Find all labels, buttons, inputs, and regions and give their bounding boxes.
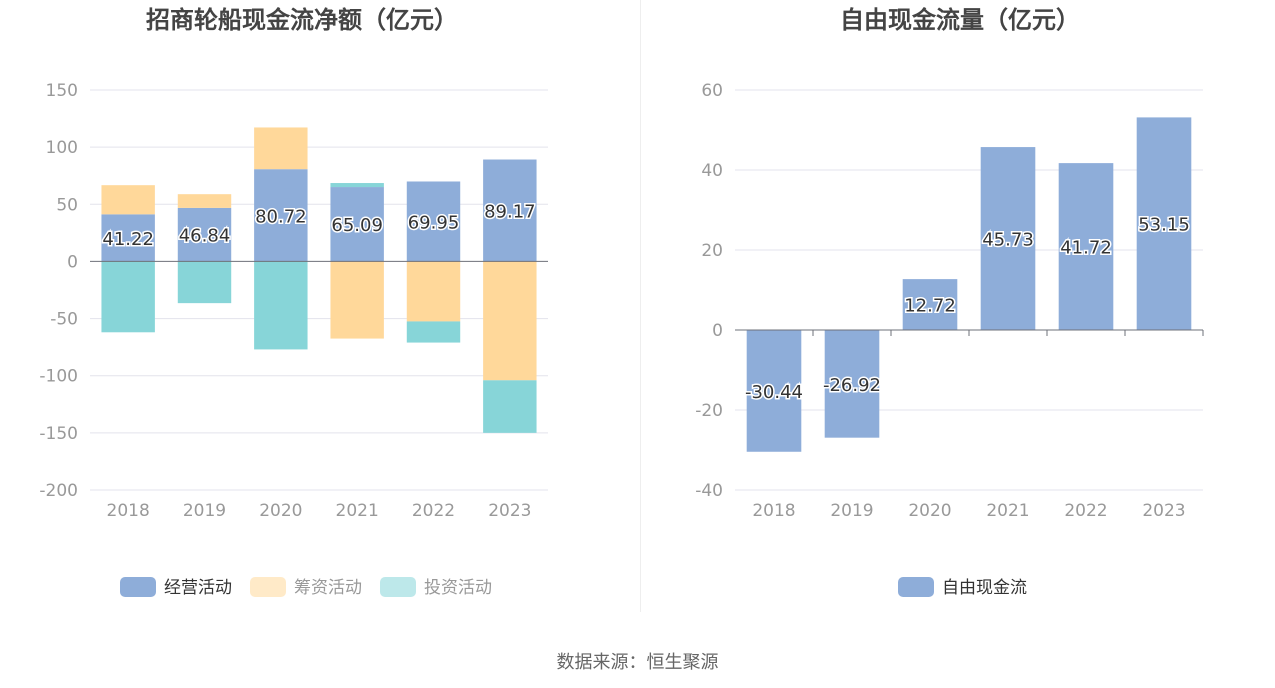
bar-series-2: [254, 261, 308, 350]
panel-divider: [640, 0, 641, 612]
x-tick-label: 2019: [830, 501, 873, 521]
y-tick-label: -50: [50, 310, 78, 330]
data-source-note: 数据来源：恒生聚源: [556, 652, 719, 673]
y-tick-label: 20: [701, 241, 723, 261]
legend-label: 投资活动: [424, 578, 492, 598]
x-tick-label: 2023: [1142, 501, 1185, 521]
bar-series-2: [330, 183, 384, 188]
x-tick-label: 2021: [336, 501, 379, 521]
bar-primary: [101, 214, 155, 262]
cash-flow-net-chart: 招商轮船现金流净额（亿元） 150 100 50 0 -50 -100 -150 -200 41.…: [39, 6, 548, 598]
bar-series-1: [254, 127, 308, 170]
x-tick-label: 2021: [986, 501, 1029, 521]
bar-primary: [254, 169, 308, 262]
data-label: -26.92: [823, 375, 881, 396]
y-tick-label: 0: [67, 252, 78, 272]
y-tick-label: -20: [695, 401, 723, 421]
free-cash-flow-chart: 自由现金流量（亿元） 60 40 20 0 -20 -40 -30.44 -26.92 12.72…: [695, 6, 1204, 598]
y-tick-label: -100: [39, 367, 78, 387]
data-label: 41.22: [102, 229, 154, 250]
legend-label: 自由现金流: [942, 578, 1027, 598]
y-tick-label: 0: [712, 321, 723, 341]
data-label: -30.44: [745, 382, 803, 403]
data-label: 69.95: [408, 212, 460, 233]
y-tick-label: 40: [701, 161, 723, 181]
data-label: 45.73: [982, 230, 1034, 251]
y-tick-label: -150: [39, 424, 78, 444]
legend-swatch: [120, 577, 156, 597]
legend-swatch: [380, 577, 416, 597]
x-tick-label: 2019: [183, 501, 226, 521]
bar-series-2: [406, 321, 461, 343]
bar-primary: [824, 330, 880, 438]
x-tick-label: 2020: [259, 501, 302, 521]
legend-label: 筹资活动: [294, 578, 362, 598]
x-tick-label: 2018: [752, 501, 795, 521]
x-tick-label: 2018: [107, 501, 150, 521]
legend-label: 经营活动: [164, 578, 232, 598]
bar-series-1: [177, 194, 232, 208]
data-label: 80.72: [255, 206, 307, 227]
x-tick-label: 2020: [908, 501, 951, 521]
y-tick-label: 60: [701, 81, 723, 101]
legend-item[interactable]: 经营活动: [120, 577, 232, 598]
legend-swatch: [250, 577, 286, 597]
chart-title: 招商轮船现金流净额（亿元）: [146, 6, 458, 34]
legend-item[interactable]: 投资活动: [380, 577, 492, 598]
bar-series-1: [406, 261, 461, 322]
bar-primary: [1136, 117, 1192, 331]
y-tick-label: -40: [695, 481, 723, 501]
bar-series-1: [483, 261, 537, 381]
bar-primary: [483, 159, 537, 262]
chart-title: 自由现金流量（亿元）: [840, 6, 1080, 34]
legend-swatch: [898, 577, 934, 597]
bar-primary: [902, 279, 958, 330]
bar-primary: [1058, 163, 1114, 330]
data-label: 12.72: [904, 296, 956, 317]
bar-primary: [177, 207, 232, 262]
y-tick-label: 100: [46, 138, 78, 158]
bar-primary: [980, 147, 1036, 330]
bar-primary: [330, 187, 384, 262]
bar-series-1: [101, 185, 155, 215]
bar-primary: [406, 181, 461, 262]
data-label: 41.72: [1060, 238, 1112, 259]
bar-series-2: [101, 261, 155, 333]
x-tick-label: 2022: [412, 501, 455, 521]
legend-item[interactable]: 自由现金流: [898, 577, 1027, 598]
bar-series-1: [330, 261, 384, 339]
data-label: 65.09: [331, 215, 383, 236]
x-tick-label: 2022: [1064, 501, 1107, 521]
bar-primary: [746, 330, 802, 452]
data-label: 46.84: [179, 226, 231, 247]
bar-series-2: [177, 261, 232, 304]
data-label: 53.15: [1138, 215, 1190, 236]
legend-item[interactable]: 筹资活动: [250, 577, 362, 598]
bar-series-2: [483, 380, 537, 433]
data-label: 89.17: [484, 201, 536, 222]
y-tick-label: -200: [39, 481, 78, 501]
x-tick-label: 2023: [488, 501, 531, 521]
y-tick-label: 50: [56, 195, 78, 215]
y-tick-label: 150: [46, 81, 78, 101]
